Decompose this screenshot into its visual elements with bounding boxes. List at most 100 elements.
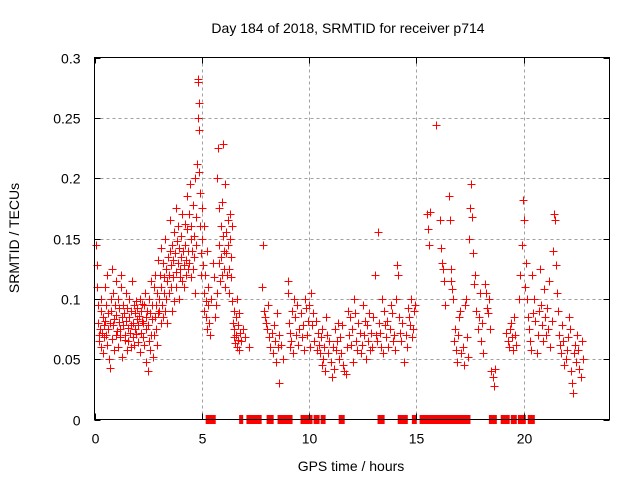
data-point [110,315,119,324]
data-point [177,232,186,241]
data-point [510,313,519,322]
data-point [349,358,358,367]
x-tick-label: 15 [409,431,425,447]
data-point [99,349,108,358]
data-point [357,349,366,358]
data-point [563,346,572,355]
data-point [159,259,168,268]
data-point [466,204,475,213]
data-point [407,295,416,304]
data-point [194,114,203,123]
data-point [543,304,552,313]
data-point [465,235,474,244]
data-point [438,259,447,268]
data-point [167,261,176,270]
data-point [269,349,278,358]
data-point [478,319,487,328]
data-point [348,325,357,334]
data-point [268,329,277,338]
data-point [219,140,228,149]
data-point [320,343,329,352]
data-point [529,309,538,318]
data-point [159,313,168,322]
data-point [234,321,243,330]
data-point [187,222,196,231]
data-point [172,204,181,213]
data-point [342,370,351,379]
data-point [118,313,127,322]
data-point [100,333,109,342]
data-point [96,325,105,334]
data-point [486,325,495,334]
data-point [200,289,209,298]
data-point [323,331,332,340]
data-point [511,331,520,340]
data-point [518,241,527,250]
data-point [289,349,298,358]
data-point [230,325,239,334]
data-point [174,222,183,231]
data-point [350,295,359,304]
data-point [468,213,477,222]
data-point [173,237,182,246]
data-point [200,307,209,316]
data-point [152,325,161,334]
data-points [92,75,588,398]
data-point [195,99,204,108]
data-point [220,247,229,256]
data-point [180,261,189,270]
data-point [120,309,129,318]
data-point [287,337,296,346]
chart-title: Day 184 of 2018, SRMTID for receiver p71… [211,20,484,36]
data-point [562,355,571,364]
data-point [579,355,588,364]
data-point [383,317,392,326]
data-point [306,343,315,352]
data-point [363,321,372,330]
data-point [277,341,286,350]
data-point [449,295,458,304]
data-point [395,313,404,322]
data-point [149,353,158,362]
data-point [188,247,197,256]
data-point [312,317,321,326]
data-point [125,313,134,322]
data-point [226,210,235,219]
data-point [178,277,187,286]
x-tick-label: 5 [199,431,207,447]
data-point [201,271,210,280]
data-point [117,271,126,280]
data-point [207,295,216,304]
data-point [509,346,518,355]
data-point [176,265,185,274]
data-point [162,295,171,304]
data-point [332,346,341,355]
data-point [549,247,558,256]
data-point [373,337,382,346]
data-point [339,361,348,370]
data-point [475,313,484,322]
data-point [299,321,308,330]
data-point [455,313,464,322]
data-point [456,307,465,316]
data-point [439,265,448,274]
data-point [225,265,234,274]
data-point [328,373,337,382]
data-point [261,313,270,322]
data-point [405,313,414,322]
data-point [521,283,530,292]
data-point [376,329,385,338]
data-point [375,319,384,328]
data-point [139,319,148,328]
data-point [318,361,327,370]
data-point [315,341,324,350]
data-point [424,225,433,234]
data-point [334,319,343,328]
data-point [205,319,214,328]
data-point [94,319,103,328]
data-point [304,317,313,326]
data-point [502,329,511,338]
data-point [284,277,293,286]
data-point [142,358,151,367]
